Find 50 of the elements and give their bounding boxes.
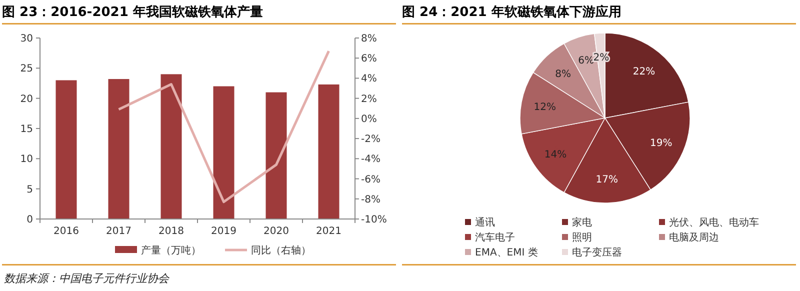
y2-tick-label: 8%	[361, 34, 377, 44]
y-tick-label: 5	[26, 184, 33, 196]
legend-label: 家电	[572, 216, 592, 228]
x-tick-label: 2019	[211, 226, 236, 237]
x-tick-label: 2016	[54, 226, 79, 237]
legend-label: 照明	[572, 232, 592, 244]
bar	[318, 84, 340, 219]
y2-tick-label: -8%	[361, 194, 380, 206]
y2-tick-label: 0%	[361, 114, 377, 125]
legend-label: EMA、EMI 类	[475, 246, 538, 258]
chart-title: 图 24：2021 年软磁铁氧体下游应用	[402, 4, 622, 20]
data-label: 6%	[578, 55, 594, 66]
data-label: 19%	[650, 138, 672, 149]
bar	[266, 92, 287, 219]
legend-label: 产量（万吨）	[141, 244, 201, 256]
legend-label: 汽车电子	[475, 232, 515, 244]
legend-label: 电子变压器	[572, 246, 622, 258]
y-tick-label: 25	[20, 64, 33, 75]
data-label: 8%	[555, 68, 572, 80]
y2-tick-label: -2%	[361, 134, 380, 146]
y2-tick-label: -6%	[361, 174, 380, 186]
y2-tick-label: 6%	[361, 54, 377, 65]
data-label: 22%	[632, 66, 656, 78]
x-tick-label: 2021	[316, 226, 342, 237]
x-tick-label: 2018	[158, 226, 184, 237]
bar	[160, 74, 182, 219]
y-tick-label: 0	[26, 214, 33, 226]
y-tick-label: 10	[20, 154, 33, 166]
bar	[108, 79, 130, 219]
bar	[56, 80, 77, 219]
y2-tick-label: -4%	[361, 154, 380, 166]
data-label: 14%	[544, 149, 567, 160]
line-series	[118, 50, 330, 204]
x-tick-label: 2017	[106, 226, 132, 237]
y-tick-label: 20	[20, 94, 33, 105]
legend-label: 通讯	[475, 216, 495, 228]
y-tick-label: 15	[20, 124, 33, 135]
bar	[213, 86, 234, 219]
y2-tick-label: 2%	[361, 94, 377, 105]
y-tick-label: 30	[20, 34, 33, 44]
source-note: 数据来源：中国电子元件行业协会	[4, 272, 170, 285]
x-tick-label: 2020	[264, 226, 289, 237]
legend-label: 电脑及周边	[669, 232, 719, 244]
legend-label: 光伏、风电、电动车	[669, 216, 759, 228]
data-label: 17%	[596, 174, 618, 186]
data-label: 12%	[534, 102, 556, 114]
legend-label: 同比（右轴）	[251, 244, 311, 256]
y2-tick-label: 4%	[361, 74, 377, 85]
y2-tick-label: -10%	[361, 214, 387, 226]
chart-title: 图 23：2016-2021 年我国软磁铁氧体产量	[2, 4, 263, 20]
